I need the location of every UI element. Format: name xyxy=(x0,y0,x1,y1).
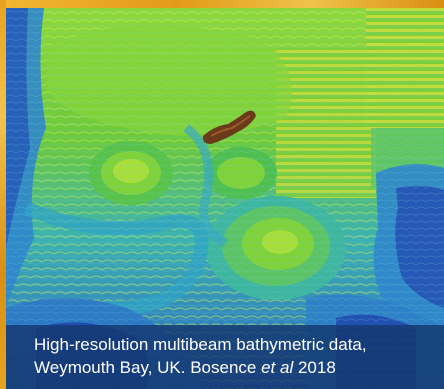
caption-line-1: High-resolution multibeam bathymetric da… xyxy=(34,335,367,354)
rock-outcrop xyxy=(202,110,256,144)
caption-line-2-text: Weymouth Bay, UK. Bosence xyxy=(34,358,262,377)
rock-outcrop-highlight xyxy=(210,115,251,137)
caption-et-al: et al xyxy=(261,358,294,377)
image-caption: High-resolution multibeam bathymetric da… xyxy=(6,325,444,389)
frame-border-left xyxy=(0,0,6,389)
frame-border-top xyxy=(0,0,444,8)
caption-year: 2018 xyxy=(293,358,336,377)
caption-line-2: Weymouth Bay, UK. Bosence et al 2018 xyxy=(34,358,336,377)
